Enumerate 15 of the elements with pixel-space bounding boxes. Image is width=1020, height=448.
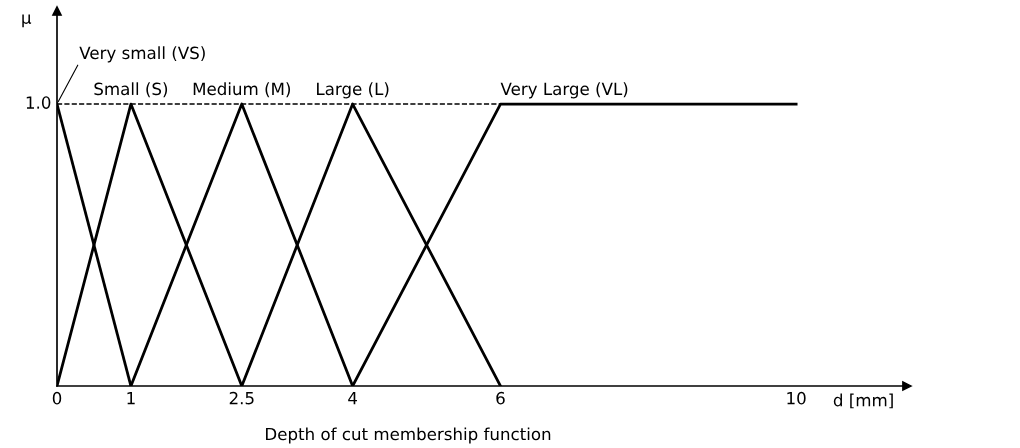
series-label: Very Large (VL) [500, 82, 628, 99]
text: Very small (VS) [79, 46, 205, 63]
x-tick-label: 10 [787, 391, 806, 405]
annotation: 1.0 [26, 96, 51, 109]
series-label: Medium (M) [193, 82, 291, 98]
series-label: Large (L) [317, 82, 389, 99]
x-tick-label: 0 [52, 391, 62, 405]
text: Depth of cut membership function [266, 427, 551, 444]
y-axis-title: μ [22, 14, 32, 28]
x-tick-label: 2.5 [229, 391, 254, 405]
x-axis-title: d [mm] [833, 393, 893, 409]
x-tick-label: 4 [348, 392, 358, 405]
x-tick-label: 6 [496, 391, 505, 405]
series-label: Small (S) [94, 82, 168, 98]
x-tick-label: 1 [127, 392, 135, 405]
